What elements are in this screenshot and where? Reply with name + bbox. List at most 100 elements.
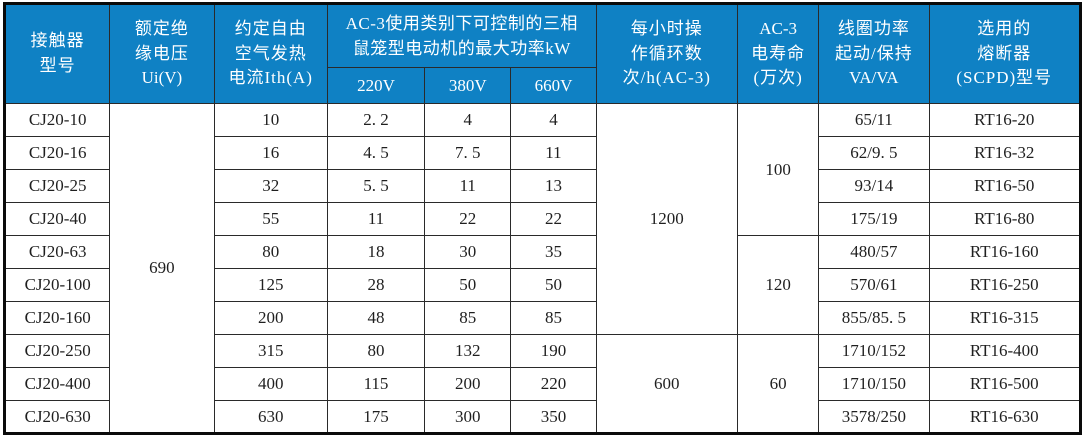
subheader-220v: 220V — [326, 67, 426, 104]
cell-fuse: RT16-160 — [928, 235, 1082, 269]
cell-fuse: RT16-20 — [928, 103, 1082, 137]
table-row: CJ20-63 80 18 30 35 120 480/57 RT16-160 — [3, 235, 1082, 335]
table-row: CJ20-25 32 5. 5 11 13 93/14 RT16-50 — [3, 169, 1082, 203]
table-row: CJ20-16 16 4. 5 7. 5 11 62/9. 5 RT16-32 — [3, 136, 1082, 170]
table-row: CJ20-400 400 115 200 220 1710/150 RT16-5… — [3, 367, 1082, 401]
cell-power-660v: 13 — [510, 169, 597, 203]
cell-power-220v: 5. 5 — [326, 169, 426, 203]
table-row: CJ20-100 125 28 50 50 570/61 RT16-250 — [3, 268, 1082, 302]
cell-model: CJ20-250 — [3, 334, 111, 368]
cell-thermal-current: 125 — [213, 268, 328, 302]
cell-cycles-per-hour: 1200 — [595, 103, 739, 335]
cell-power-660v: 190 — [510, 334, 597, 368]
cell-thermal-current: 10 — [213, 103, 328, 137]
cell-coil-power: 480/57 — [818, 235, 930, 269]
header-contactor-model: 接触器 型号 — [3, 3, 111, 104]
table-row: CJ20-250 315 80 132 190 600 60 1710/152 … — [3, 334, 1082, 434]
cell-thermal-current: 315 — [213, 334, 328, 368]
cell-coil-power: 93/14 — [818, 169, 930, 203]
cell-coil-power: 1710/152 — [818, 334, 930, 368]
header-insulation-voltage: 额定绝 缘电压 Ui(V) — [109, 3, 215, 104]
cell-coil-power: 855/85. 5 — [818, 301, 930, 335]
cell-model: CJ20-63 — [3, 235, 111, 269]
cell-power-380v: 4 — [424, 103, 512, 137]
cell-power-220v: 2. 2 — [326, 103, 426, 137]
cell-power-220v: 115 — [326, 367, 426, 401]
contactor-spec-table: 接触器 型号 额定绝 缘电压 Ui(V) 约定自由 空气发热 电流Ith(A) — [3, 2, 1082, 435]
cell-fuse: RT16-50 — [928, 169, 1082, 203]
cell-power-220v: 4. 5 — [326, 136, 426, 170]
cell-power-220v: 80 — [326, 334, 426, 368]
table-row: CJ20-40 55 11 22 22 175/19 RT16-80 — [3, 202, 1082, 236]
cell-power-660v: 35 — [510, 235, 597, 269]
header-thermal-current: 约定自由 空气发热 电流Ith(A) — [213, 3, 328, 104]
cell-power-380v: 50 — [424, 268, 512, 302]
cell-model: CJ20-40 — [3, 202, 111, 236]
cell-coil-power: 175/19 — [818, 202, 930, 236]
header-coil-power: 线圈功率 起动/保持 VA/VA — [818, 3, 930, 104]
cell-coil-power: 570/61 — [818, 268, 930, 302]
cell-power-660v: 11 — [510, 136, 597, 170]
cell-thermal-current: 80 — [213, 235, 328, 269]
cell-insulation-voltage: 690 — [109, 103, 215, 434]
cell-cycles-per-hour: 600 — [595, 334, 739, 434]
table-row: CJ20-10 690 10 2. 2 4 4 1200 100 65/11 R… — [3, 103, 1082, 434]
cell-thermal-current: 200 — [213, 301, 328, 335]
table-row: CJ20-630 630 175 300 350 3578/250 RT16-6… — [3, 400, 1082, 434]
cell-power-380v: 300 — [424, 400, 512, 434]
header-electrical-life: AC-3 电寿命 (万次) — [736, 3, 820, 104]
cell-thermal-current: 630 — [213, 400, 328, 434]
cell-power-380v: 200 — [424, 367, 512, 401]
cell-thermal-current: 400 — [213, 367, 328, 401]
cell-model: CJ20-25 — [3, 169, 111, 203]
cell-model: CJ20-16 — [3, 136, 111, 170]
cell-fuse: RT16-630 — [928, 400, 1082, 434]
cell-fuse: RT16-250 — [928, 268, 1082, 302]
cell-thermal-current: 32 — [213, 169, 328, 203]
cell-power-660v: 4 — [510, 103, 597, 137]
table-header: 接触器 型号 额定绝 缘电压 Ui(V) 约定自由 空气发热 电流Ith(A) — [3, 3, 1082, 104]
cell-power-660v: 22 — [510, 202, 597, 236]
cell-fuse: RT16-500 — [928, 367, 1082, 401]
cell-thermal-current: 55 — [213, 202, 328, 236]
cell-electrical-life: 60 — [736, 334, 820, 434]
cell-power-660v: 350 — [510, 400, 597, 434]
cell-power-220v: 28 — [326, 268, 426, 302]
header-fuse-type: 选用的 熔断器 (SCPD)型号 — [928, 3, 1082, 104]
header-ac3-max-power-group: AC-3使用类别下可控制的三相 鼠笼型电动机的最大功率kW — [326, 3, 597, 68]
table-row: CJ20-160 200 48 85 85 855/85. 5 RT16-315 — [3, 301, 1082, 335]
cell-electrical-life: 120 — [736, 235, 820, 335]
cell-model: CJ20-160 — [3, 301, 111, 335]
cell-fuse: RT16-315 — [928, 301, 1082, 335]
cell-power-660v: 220 — [510, 367, 597, 401]
cell-power-220v: 11 — [326, 202, 426, 236]
cell-power-380v: 30 — [424, 235, 512, 269]
header-cycles-per-hour: 每小时操 作循环数 次/h(AC-3) — [595, 3, 739, 104]
cell-coil-power: 3578/250 — [818, 400, 930, 434]
cell-power-220v: 48 — [326, 301, 426, 335]
cell-coil-power: 65/11 — [818, 103, 930, 137]
cell-model: CJ20-630 — [3, 400, 111, 434]
cell-coil-power: 62/9. 5 — [818, 136, 930, 170]
cell-electrical-life: 100 — [736, 103, 820, 236]
cell-power-380v: 132 — [424, 334, 512, 368]
cell-fuse: RT16-32 — [928, 136, 1082, 170]
cell-model: CJ20-10 — [3, 103, 111, 137]
cell-power-660v: 50 — [510, 268, 597, 302]
cell-thermal-current: 16 — [213, 136, 328, 170]
cell-fuse: RT16-80 — [928, 202, 1082, 236]
cell-power-220v: 175 — [326, 400, 426, 434]
cell-model: CJ20-400 — [3, 367, 111, 401]
cell-power-380v: 11 — [424, 169, 512, 203]
cell-coil-power: 1710/150 — [818, 367, 930, 401]
cell-model: CJ20-100 — [3, 268, 111, 302]
cell-power-660v: 85 — [510, 301, 597, 335]
cell-power-380v: 7. 5 — [424, 136, 512, 170]
subheader-660v: 660V — [510, 67, 597, 104]
cell-power-220v: 18 — [326, 235, 426, 269]
cell-fuse: RT16-400 — [928, 334, 1082, 368]
subheader-380v: 380V — [424, 67, 512, 104]
cell-power-380v: 85 — [424, 301, 512, 335]
table-body: CJ20-10 690 10 2. 2 4 4 1200 100 65/11 R… — [3, 103, 1082, 434]
cell-power-380v: 22 — [424, 202, 512, 236]
